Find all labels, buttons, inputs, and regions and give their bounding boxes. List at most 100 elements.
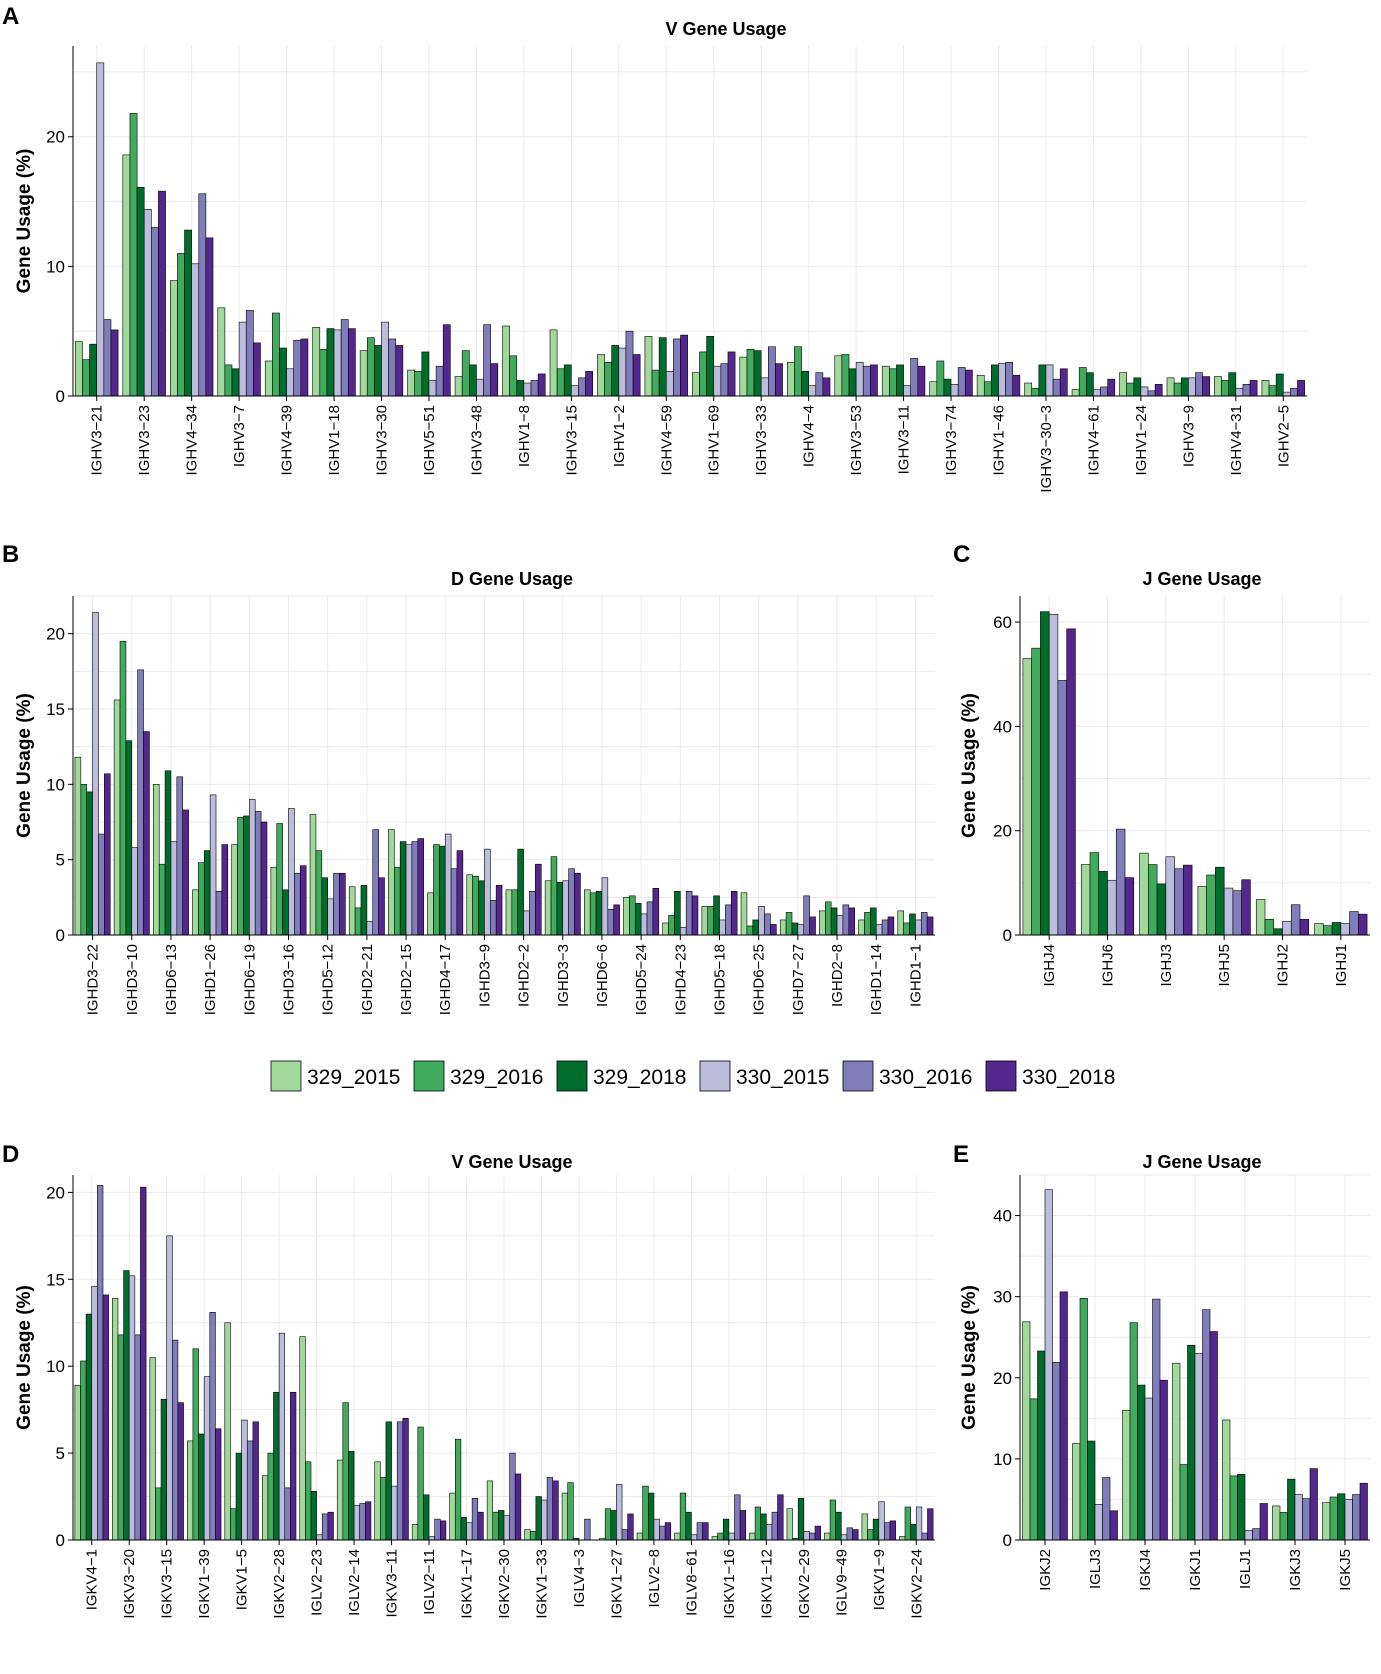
panel-a-bar-ighv4-61-329-2015: [1071, 389, 1080, 397]
panel-a-bar-ighv1-24-329-2015: [1119, 372, 1127, 397]
panel-b-bar-ighd6-6-330-2018: [613, 904, 620, 936]
panel-a-bar-ighv3-74-330-2016: [957, 367, 966, 397]
panel-d-bar-iglv9-49-329-2016: [829, 1499, 836, 1541]
panel-a-x-tick-label-ighv3-53: IGHV3−53: [848, 405, 865, 475]
panel-e-bar-igkj5-330-2015: [1344, 1499, 1353, 1541]
panel-b-bar-ighd7-27-329-2018: [791, 922, 799, 936]
panel-b-bar-ighd3-16-329-2015: [270, 866, 278, 936]
panel-d-bar-igkv1-16-330-2016: [734, 1494, 741, 1541]
panel-a-bar-ighv3-9-329-2016: [1173, 382, 1182, 397]
panel-b-bar-ighd2-15-330-2015: [405, 844, 413, 936]
panel-c-bar-ighj4-330-2016: [1057, 680, 1067, 936]
panel-d-bar-igkv3-20-330-2015: [128, 1275, 136, 1541]
panel-d-bar-iglv8-61-330-2018: [702, 1522, 709, 1541]
panel-b-bar-ighd1-14-330-2018: [887, 916, 895, 936]
panel-a-bar-ighv3-23-329-2016: [129, 113, 138, 397]
panel-d-bar-igkv1-17-329-2016: [454, 1438, 462, 1541]
panel-d-x-tick-label-iglv9-49: IGLV9−49: [833, 1549, 850, 1616]
panel-d-bar-igkv2-24-329-2016: [904, 1506, 911, 1541]
panel-a-bar-ighv3-48-330-2015: [476, 378, 484, 397]
panel-d-y-axis-label: Gene Usage (%): [14, 1285, 35, 1430]
panel-e-bar-iglj3-330-2015: [1094, 1504, 1103, 1541]
panel-a-x-tick-label-ighv3-11: IGHV3−11: [896, 405, 913, 474]
panel-b-bar-ighd1-14-329-2018: [870, 907, 877, 936]
panel-d-bar-igkv1-17-330-2016: [471, 1497, 479, 1541]
panel-a-bar-ighv2-5-330-2018: [1297, 380, 1305, 397]
panel-b-bar-ighd6-19-330-2018: [260, 821, 268, 936]
panel-e-y-tick-label: 40: [993, 1207, 1012, 1226]
panel-a-bar-ighv4-4-329-2018: [801, 371, 809, 397]
panel-e-bar-iglj1-329-2016: [1229, 1475, 1238, 1541]
panel-d-bar-igkv1-16-329-2015: [711, 1536, 718, 1541]
panel-d-bar-igkv1-33-329-2016: [529, 1531, 537, 1541]
panel-a-bar-ighv1-46-329-2015: [976, 374, 985, 397]
panel-d-bar-iglv9-49-329-2018: [835, 1511, 842, 1541]
panel-d-bar-igkv1-39-329-2015: [187, 1440, 194, 1541]
panel-b-x-tick-label-ighd6-6: IGHD6−6: [594, 944, 611, 1007]
panel-b-bar-ighd1-1-330-2018: [926, 916, 934, 936]
panel-a-bar-ighv4-4-330-2015: [808, 385, 817, 397]
panel-d-x-tick-label-iglv2-23: IGLV2−23: [309, 1549, 326, 1616]
panel-a-title: V Gene Usage: [665, 19, 786, 39]
panel-d-bar-igkv2-24-329-2018: [910, 1524, 917, 1541]
panel-d-x-tick-label-igkv1-27: IGKV1−27: [608, 1549, 625, 1619]
panel-a-bar-ighv4-59-329-2016: [651, 369, 660, 397]
panel-a-bar-ighv3-7-330-2018: [253, 342, 261, 397]
panel-a-x-tick-label-ighv1-69: IGHV1−69: [706, 405, 723, 475]
panel-a-bar-ighv4-4-330-2018: [822, 377, 831, 397]
panel-c-x-tick-label-ighj6: IGHJ6: [1100, 944, 1117, 987]
panel-d-bar-igkv3-15-330-2015: [166, 1235, 173, 1541]
panel-a-bar-ighv4-31-330-2016: [1242, 384, 1251, 397]
panel-c-bar-ighj3-329-2016: [1148, 864, 1158, 936]
panel-d-bar-igkv1-12-330-2016: [771, 1511, 778, 1541]
panel-c-bar-ighj4-329-2018: [1040, 611, 1050, 936]
panel-d-bar-iglv2-14-330-2018: [365, 1501, 372, 1541]
panel-a-bar-ighv3-74-329-2018: [943, 378, 952, 397]
panel-a-chart: 0 10 20 IGHV3−21 IGHV3−23 IGHV4−34 IGHV3−7 IGHV…: [14, 46, 1307, 493]
panel-a-y-axis-label: Gene Usage (%): [14, 149, 35, 294]
panel-a-bar-ighv1-46-330-2015: [998, 363, 1006, 397]
panel-a-bar-ighv1-24-330-2015: [1140, 386, 1149, 397]
panel-d-bar-igkv1-9-330-2016: [884, 1522, 891, 1541]
panel-d-bar-igkv3-15-330-2018: [177, 1402, 184, 1541]
panel-a-bar-ighv1-18-329-2018: [326, 328, 335, 397]
panel-d-bar-igkv2-24-330-2015: [915, 1506, 923, 1541]
panel-b-bar-ighd5-12-330-2018: [339, 872, 346, 936]
panel-b-bar-ighd1-1-330-2016: [920, 912, 928, 936]
legend-label-330-2016: 330_2016: [879, 1066, 972, 1089]
panel-d-bar-iglv8-61-330-2015: [691, 1534, 698, 1541]
panel-b-x-tick-label-ighd7-27: IGHD7−27: [790, 944, 807, 1015]
panel-d-bar-igkv3-20-330-2018: [140, 1186, 147, 1541]
panel-a-bar-ighv1-69-330-2018: [727, 351, 736, 397]
panel-d-bar-iglv9-49-330-2016: [846, 1527, 853, 1541]
panel-b-bar-ighd2-21-330-2015: [366, 921, 374, 936]
panel-b-bar-ighd5-12-329-2015: [309, 814, 317, 936]
panel-a-bar-ighv1-8-330-2016: [530, 380, 539, 397]
panel-b-bar-ighd4-23-330-2018: [691, 895, 699, 936]
panel-e-y-tick-label: 30: [993, 1288, 1012, 1307]
panel-a-bar-ighv4-39-329-2015: [264, 360, 273, 397]
panel-b-bar-ighd1-26-330-2015: [209, 794, 217, 936]
panel-d-bar-igkv3-11-330-2018: [402, 1418, 409, 1541]
panel-d-bar-igkv1-5-329-2018: [235, 1452, 242, 1541]
panel-c-bar-ighj6-330-2018: [1124, 877, 1135, 936]
panel-d-bar-igkv1-16-330-2018: [739, 1510, 747, 1541]
panel-e-bar-igkj3-329-2016: [1279, 1512, 1288, 1541]
panel-a-bar-ighv3-23-329-2018: [136, 187, 145, 397]
panel-a-bar-ighv1-69-329-2015: [692, 372, 700, 397]
panel-d-bar-iglv4-3-329-2015: [561, 1492, 569, 1541]
legend-label-329-2018: 329_2018: [593, 1066, 686, 1089]
panel-b-bar-ighd2-21-329-2016: [354, 907, 362, 936]
legend-swatch-329-2018: [556, 1060, 588, 1092]
panel-b-bar-ighd4-23-330-2016: [685, 891, 693, 936]
panel-a-bar-ighv4-59-330-2018: [680, 334, 688, 397]
panel-b-bar-ighd1-1-329-2015: [897, 910, 904, 936]
panel-a-bar-ighv3-33-329-2015: [739, 356, 748, 397]
panel-d-bar-igkv2-28-329-2016: [267, 1452, 274, 1541]
panel-d-x-tick-label-igkv1-17: IGKV1−17: [459, 1549, 476, 1619]
panel-d-bar-igkv1-17-329-2018: [460, 1517, 467, 1541]
panel-e-bar-igkj1-330-2016: [1202, 1309, 1211, 1541]
panel-a-bar-ighv1-2-329-2015: [597, 354, 605, 397]
panel-a-bar-ighv4-34-329-2015: [170, 280, 178, 397]
panel-b-bar-ighd2-21-329-2018: [360, 884, 368, 936]
